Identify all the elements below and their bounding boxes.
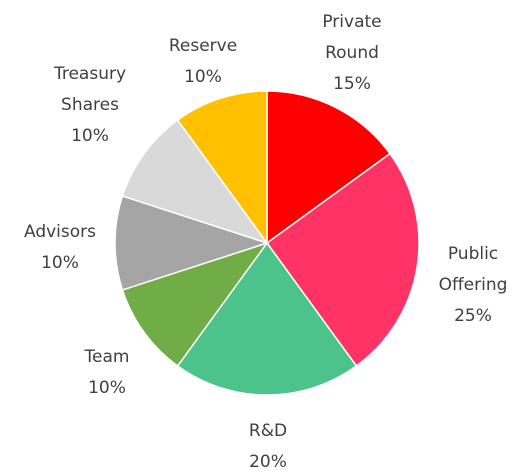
value-label: 10%	[41, 253, 79, 273]
slice-label: Reserve 10%	[158, 31, 248, 93]
pie-slice	[121, 118, 269, 245]
category-label: Private Round	[322, 12, 382, 63]
category-label: Team	[84, 347, 130, 367]
value-label: 10%	[184, 67, 222, 87]
value-label: 25%	[454, 306, 492, 326]
category-label: Reserve	[168, 36, 238, 56]
category-label: Public Offering	[438, 244, 508, 295]
value-label: 10%	[88, 378, 126, 398]
slice-label: Public Offering 25%	[428, 239, 518, 332]
pie-slice	[176, 241, 358, 396]
pie-slice	[266, 90, 392, 245]
slice-label: R&D 20%	[223, 416, 313, 472]
value-label: 15%	[333, 74, 371, 94]
category-label: R&D	[248, 421, 288, 441]
category-label: Advisors	[23, 222, 96, 242]
value-label: 20%	[249, 452, 287, 472]
pie-slice	[114, 195, 270, 291]
slice-label: Private Round 15%	[307, 7, 397, 100]
pie-slice	[265, 152, 420, 368]
value-label: 10%	[71, 126, 109, 146]
slice-label: Treasury Shares 10%	[40, 59, 140, 152]
slice-label: Team 10%	[62, 342, 152, 404]
pie-slice	[176, 90, 268, 246]
slice-label: Advisors 10%	[10, 217, 110, 279]
category-label: Treasury Shares	[53, 64, 127, 115]
pie-slice	[121, 241, 269, 368]
